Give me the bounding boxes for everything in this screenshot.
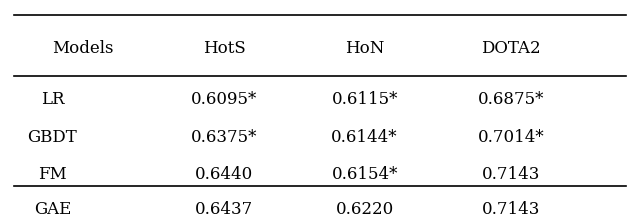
Text: 0.7143: 0.7143 xyxy=(482,201,540,218)
Text: 0.6437: 0.6437 xyxy=(195,201,253,218)
Text: FM: FM xyxy=(38,166,67,183)
Text: GBDT: GBDT xyxy=(28,129,77,146)
Text: DOTA2: DOTA2 xyxy=(481,40,541,57)
Text: Models: Models xyxy=(52,40,114,57)
Text: 0.6095*: 0.6095* xyxy=(191,91,257,108)
Text: HotS: HotS xyxy=(203,40,246,57)
Text: 0.7143: 0.7143 xyxy=(482,166,540,183)
Text: HoN: HoN xyxy=(345,40,384,57)
Text: 0.6375*: 0.6375* xyxy=(191,129,258,146)
Text: 0.6115*: 0.6115* xyxy=(332,91,398,108)
Text: 0.6875*: 0.6875* xyxy=(478,91,545,108)
Text: 0.6440: 0.6440 xyxy=(195,166,253,183)
Text: 0.6154*: 0.6154* xyxy=(332,166,398,183)
Text: 0.7014*: 0.7014* xyxy=(478,129,545,146)
Text: 0.6144*: 0.6144* xyxy=(332,129,398,146)
Text: 0.6220: 0.6220 xyxy=(335,201,394,218)
Text: LR: LR xyxy=(40,91,64,108)
Text: GAE: GAE xyxy=(34,201,71,218)
